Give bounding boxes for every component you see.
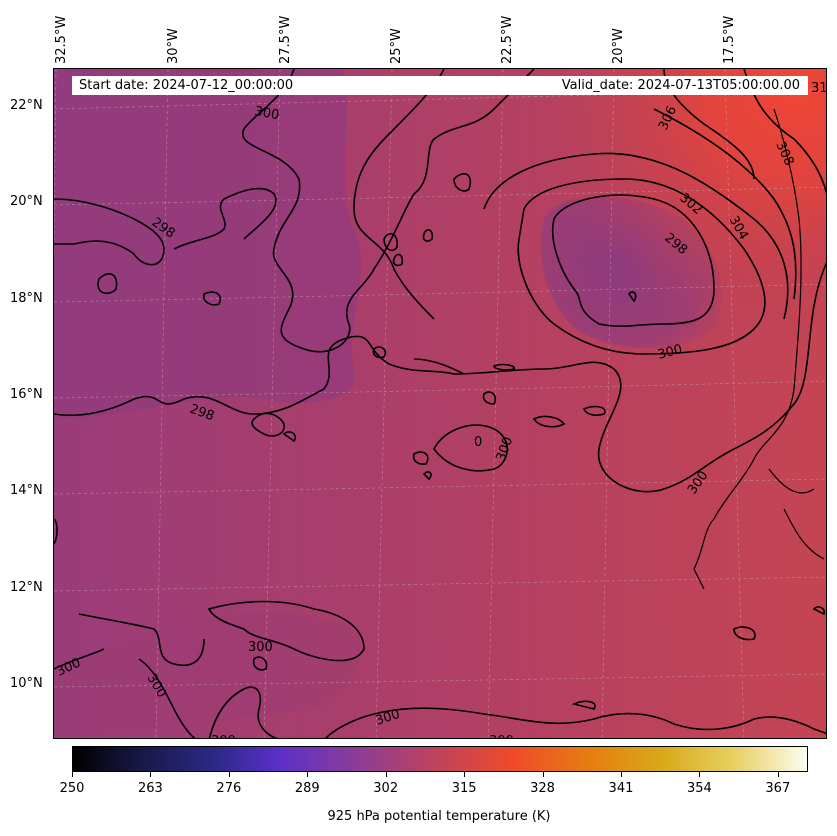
lat-label-18n: 18°N	[10, 291, 43, 306]
potential-temperature-map: 300 298 306 308 302 304 298 300 298 300 …	[54, 69, 827, 739]
contour-label: 310	[811, 81, 827, 96]
lon-label-20w: 20°W	[611, 28, 626, 64]
colorbar-tick	[228, 772, 230, 777]
lon-label-27.5w: 27.5°W	[278, 15, 293, 64]
contour-label: 300	[489, 734, 514, 739]
colorbar-tick-label: 302	[373, 781, 399, 796]
lon-label-22.5w: 22.5°W	[500, 15, 515, 64]
colorbar	[72, 746, 808, 772]
colorbar-tick	[542, 772, 544, 777]
contour-label: 300	[248, 640, 273, 655]
contour-labels: 300 298 306 308 302 304 298 300 298 300 …	[54, 81, 827, 739]
colorbar-tick	[307, 772, 309, 777]
valid-date-text: Valid_date: 2024-07-13T05:00:00.00	[561, 78, 800, 93]
colorbar-tick-label: 315	[451, 781, 477, 796]
contour-label: 300	[211, 734, 236, 739]
lat-label-22n: 22°N	[10, 98, 43, 113]
contour-label: 300	[253, 104, 280, 123]
lon-label-32.5w: 32.5°W	[54, 15, 69, 64]
lat-label-12n: 12°N	[10, 580, 43, 595]
colorbar-tick	[464, 772, 466, 777]
colorbar-tick-label: 341	[608, 781, 634, 796]
lat-label-14n: 14°N	[10, 483, 43, 498]
colorbar-tick	[777, 772, 779, 777]
start-date-text: Start date: 2024-07-12_00:00:00	[79, 78, 294, 93]
lat-label-16n: 16°N	[10, 387, 43, 402]
colorbar-tick	[150, 772, 152, 777]
date-info-box: Start date: 2024-07-12_00:00:00 Valid_da…	[72, 76, 808, 95]
colorbar-tick-label: 367	[765, 781, 791, 796]
map-panel: 300 298 306 308 302 304 298 300 298 300 …	[53, 68, 827, 739]
colorbar-tick-label: 289	[294, 781, 320, 796]
contour-label: 300	[656, 342, 684, 363]
colorbar-tick	[699, 772, 701, 777]
colorbar-tick	[620, 772, 622, 777]
lon-label-25w: 25°W	[389, 28, 404, 64]
colorbar-tick-label: 328	[530, 781, 555, 796]
lon-label-17.5w: 17.5°W	[722, 15, 737, 64]
colorbar-tick	[385, 772, 387, 777]
colorbar-title: 925 hPa potential temperature (K)	[327, 809, 551, 824]
gridlines	[54, 69, 826, 738]
contour-label: 300	[374, 707, 402, 729]
colorbar-tick-label: 263	[138, 781, 163, 796]
colorbar-tick-label: 354	[686, 781, 712, 796]
colorbar-tick-label: 250	[59, 781, 85, 796]
lon-label-30w: 30°W	[166, 28, 181, 64]
colorbar-tick	[72, 772, 73, 777]
lat-label-10n: 10°N	[10, 676, 43, 691]
colorbar-tick-label: 276	[216, 781, 242, 796]
lat-label-20n: 20°N	[10, 194, 43, 209]
contour-label: 0	[474, 435, 482, 450]
